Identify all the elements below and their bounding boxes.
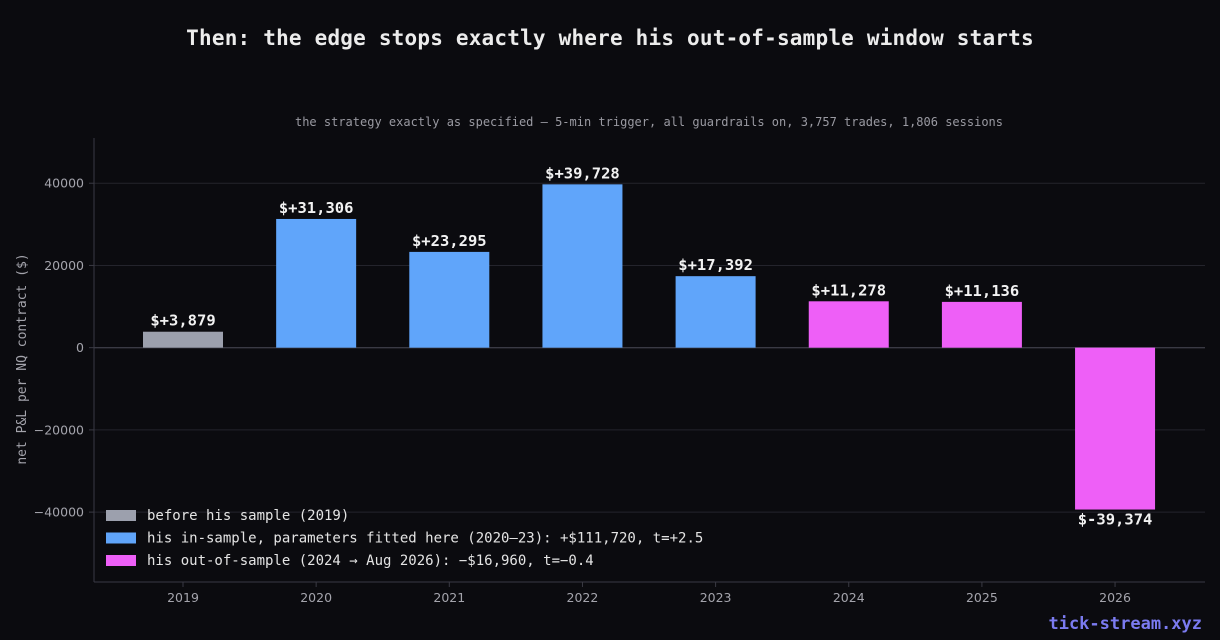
y-tick-label: 20000 xyxy=(44,258,84,273)
data-label-2022: $+39,728 xyxy=(545,164,620,182)
watermark[interactable]: tick-stream.xyz xyxy=(1048,614,1202,634)
tick-labels: −40000 −20000 0 20000 40000 2019 2020 2021 2022 2… xyxy=(34,176,1131,605)
data-label-2021: $+23,295 xyxy=(412,232,487,250)
x-tick-label: 2022 xyxy=(567,590,599,605)
data-label-2020: $+31,306 xyxy=(279,199,354,217)
legend-entry-in_sample: his in-sample, parameters fitted here (2… xyxy=(147,531,703,547)
data-labels: $+3,879 $+31,306 $+23,295 $+39,728 $+17,392 $… xyxy=(150,164,1152,528)
bars xyxy=(143,184,1156,510)
legend-entry-out_of_sample: his out-of-sample (2024 → Aug 2026): −$1… xyxy=(147,553,594,569)
y-tick-label: 40000 xyxy=(44,176,84,191)
chart-subtitle: the strategy exactly as specified — 5-mi… xyxy=(294,115,1003,129)
bar-2022 xyxy=(542,184,623,348)
legend-swatch-out_of_sample xyxy=(106,555,136,566)
x-tick-label: 2021 xyxy=(433,590,465,605)
x-tick-label: 2024 xyxy=(833,590,865,605)
bar-2020 xyxy=(276,218,357,348)
data-label-2019: $+3,879 xyxy=(150,312,215,330)
legend-swatch-before_sample xyxy=(106,510,136,521)
axes xyxy=(89,138,1205,587)
x-tick-label: 2026 xyxy=(1099,590,1131,605)
y-axis-label: net P&L per NQ contract ($) xyxy=(15,253,30,464)
data-label-2026: $-39,374 xyxy=(1078,511,1153,529)
bar-2026 xyxy=(1075,347,1156,510)
bar-2024 xyxy=(808,301,889,348)
grid-lines xyxy=(94,182,1205,513)
bar-2023 xyxy=(675,276,756,348)
y-tick-label: −40000 xyxy=(34,505,84,520)
bar-2025 xyxy=(941,301,1022,348)
x-tick-label: 2020 xyxy=(300,590,332,605)
data-label-2023: $+17,392 xyxy=(678,256,753,274)
y-tick-label: −20000 xyxy=(34,422,84,437)
y-tick-label: 0 xyxy=(76,340,84,355)
chart-title: Then: the edge stops exactly where his o… xyxy=(186,26,1034,50)
legend-swatch-in_sample xyxy=(106,532,136,544)
legend: before his sample (2019) his in-sample, p… xyxy=(106,508,703,569)
legend-entry-before_sample: before his sample (2019) xyxy=(147,508,349,524)
x-tick-label: 2023 xyxy=(700,590,732,605)
x-tick-label: 2025 xyxy=(966,590,998,605)
data-label-2025: $+11,136 xyxy=(945,282,1020,300)
bar-2021 xyxy=(409,251,490,348)
x-tick-label: 2019 xyxy=(167,590,199,605)
data-label-2024: $+11,278 xyxy=(811,281,886,299)
bar-2019 xyxy=(143,331,223,348)
